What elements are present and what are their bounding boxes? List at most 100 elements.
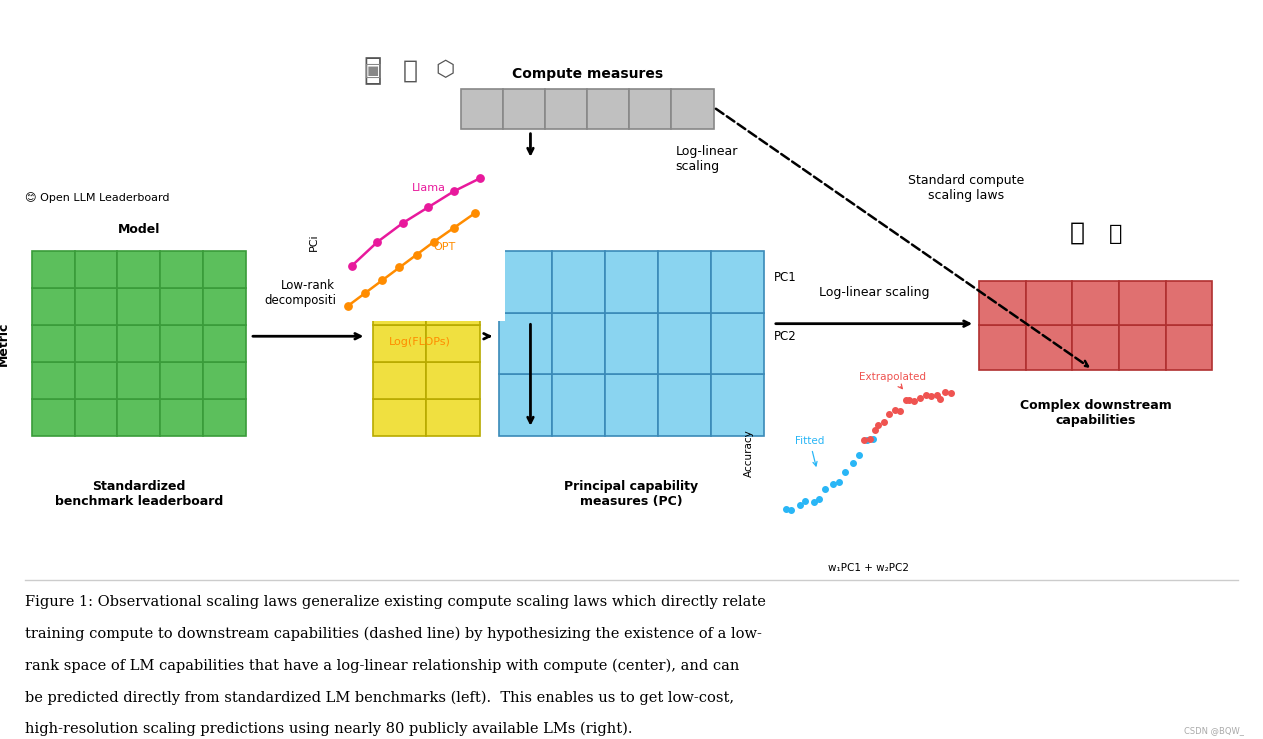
Point bbox=[782, 504, 802, 516]
Point bbox=[835, 466, 855, 477]
Bar bbox=[499, 251, 552, 313]
Point bbox=[860, 433, 880, 445]
Point bbox=[389, 262, 409, 273]
Point bbox=[445, 222, 465, 234]
Point bbox=[941, 387, 961, 399]
Point bbox=[842, 457, 863, 469]
Bar bbox=[1166, 281, 1212, 325]
Point bbox=[856, 435, 877, 446]
Bar bbox=[32, 362, 75, 399]
Bar bbox=[160, 362, 203, 399]
Bar bbox=[32, 288, 75, 325]
Point bbox=[863, 434, 883, 446]
Text: 😊 Open LLM Leaderboard: 😊 Open LLM Leaderboard bbox=[25, 192, 169, 203]
Text: rank space of LM capabilities that have a log-linear relationship with compute (: rank space of LM capabilities that have … bbox=[25, 658, 740, 672]
Point bbox=[796, 494, 816, 506]
Point bbox=[829, 476, 849, 488]
Bar bbox=[426, 251, 480, 288]
Text: w₁PC1 + w₂PC2: w₁PC1 + w₂PC2 bbox=[827, 562, 909, 573]
Bar bbox=[203, 399, 246, 436]
Bar bbox=[75, 251, 117, 288]
Point bbox=[895, 394, 916, 406]
Bar bbox=[979, 325, 1026, 370]
Text: Standard compute
scaling laws: Standard compute scaling laws bbox=[908, 174, 1024, 202]
Text: be predicted directly from standardized LM benchmarks (left).  This enables us t: be predicted directly from standardized … bbox=[25, 690, 734, 704]
Bar bbox=[160, 325, 203, 362]
Text: Figure 1: Observational scaling laws generalize existing compute scaling laws wh: Figure 1: Observational scaling laws gen… bbox=[25, 595, 767, 609]
Bar bbox=[203, 362, 246, 399]
Point bbox=[368, 236, 388, 248]
Text: Llama: Llama bbox=[412, 183, 446, 193]
Point bbox=[823, 478, 844, 490]
Point bbox=[854, 434, 874, 446]
Bar bbox=[546, 89, 587, 129]
Bar bbox=[658, 313, 711, 375]
Point bbox=[899, 394, 919, 406]
Point bbox=[885, 404, 906, 416]
Bar bbox=[552, 375, 605, 436]
Bar bbox=[117, 362, 160, 399]
Bar bbox=[629, 89, 672, 129]
Bar bbox=[426, 399, 480, 436]
Text: ▣: ▣ bbox=[364, 61, 381, 80]
Text: high-resolution scaling predictions using nearly 80 publicly available LMs (righ: high-resolution scaling predictions usin… bbox=[25, 722, 633, 736]
Bar bbox=[1026, 281, 1072, 325]
Bar bbox=[160, 399, 203, 436]
Text: Principal capability
measures (PC): Principal capability measures (PC) bbox=[565, 480, 698, 508]
Bar bbox=[711, 251, 764, 313]
Text: ⬛: ⬛ bbox=[364, 55, 381, 85]
Point bbox=[815, 483, 835, 495]
Point bbox=[935, 386, 955, 398]
Point bbox=[445, 185, 465, 197]
Bar bbox=[75, 362, 117, 399]
Point bbox=[921, 390, 941, 402]
Bar bbox=[605, 375, 658, 436]
Text: Extrapolated: Extrapolated bbox=[859, 372, 926, 389]
Bar bbox=[373, 288, 426, 325]
Bar bbox=[672, 89, 714, 129]
Bar bbox=[32, 325, 75, 362]
Bar bbox=[117, 288, 160, 325]
Text: PCi: PCi bbox=[309, 234, 320, 251]
Bar bbox=[373, 251, 426, 288]
Text: Complex downstream
capabilities: Complex downstream capabilities bbox=[1019, 399, 1172, 427]
Bar bbox=[75, 288, 117, 325]
Bar bbox=[499, 375, 552, 436]
Bar bbox=[75, 399, 117, 436]
Bar bbox=[711, 375, 764, 436]
Point bbox=[927, 389, 947, 401]
Bar bbox=[203, 325, 246, 362]
Bar bbox=[117, 399, 160, 436]
Point bbox=[393, 217, 413, 229]
Point bbox=[418, 201, 438, 213]
Bar bbox=[203, 288, 246, 325]
Text: Accuracy: Accuracy bbox=[744, 429, 754, 477]
Bar bbox=[552, 313, 605, 375]
Bar bbox=[75, 325, 117, 362]
Point bbox=[865, 423, 885, 435]
Text: ⬭: ⬭ bbox=[403, 58, 418, 82]
Bar bbox=[1072, 325, 1119, 370]
Bar bbox=[373, 325, 426, 362]
Bar bbox=[503, 89, 546, 129]
Point bbox=[465, 208, 485, 219]
Bar bbox=[587, 89, 629, 129]
Bar bbox=[658, 375, 711, 436]
Text: Log-linear
scaling: Log-linear scaling bbox=[676, 145, 738, 173]
Bar bbox=[160, 288, 203, 325]
Bar bbox=[32, 251, 75, 288]
Bar bbox=[658, 251, 711, 313]
Point bbox=[904, 395, 925, 407]
Bar bbox=[1072, 281, 1119, 325]
Bar bbox=[461, 89, 503, 129]
Text: Low-rank
decomposition: Low-rank decomposition bbox=[265, 279, 351, 307]
Text: Model: Model bbox=[117, 223, 160, 236]
Point bbox=[810, 493, 830, 505]
Point bbox=[423, 236, 443, 248]
Text: CSDN @BQW_: CSDN @BQW_ bbox=[1183, 726, 1244, 735]
Bar bbox=[160, 251, 203, 288]
Bar bbox=[426, 288, 480, 325]
Text: Standardized
benchmark leaderboard: Standardized benchmark leaderboard bbox=[54, 480, 224, 508]
Text: 📋: 📋 bbox=[1109, 224, 1122, 245]
Text: PC1: PC1 bbox=[774, 270, 797, 284]
